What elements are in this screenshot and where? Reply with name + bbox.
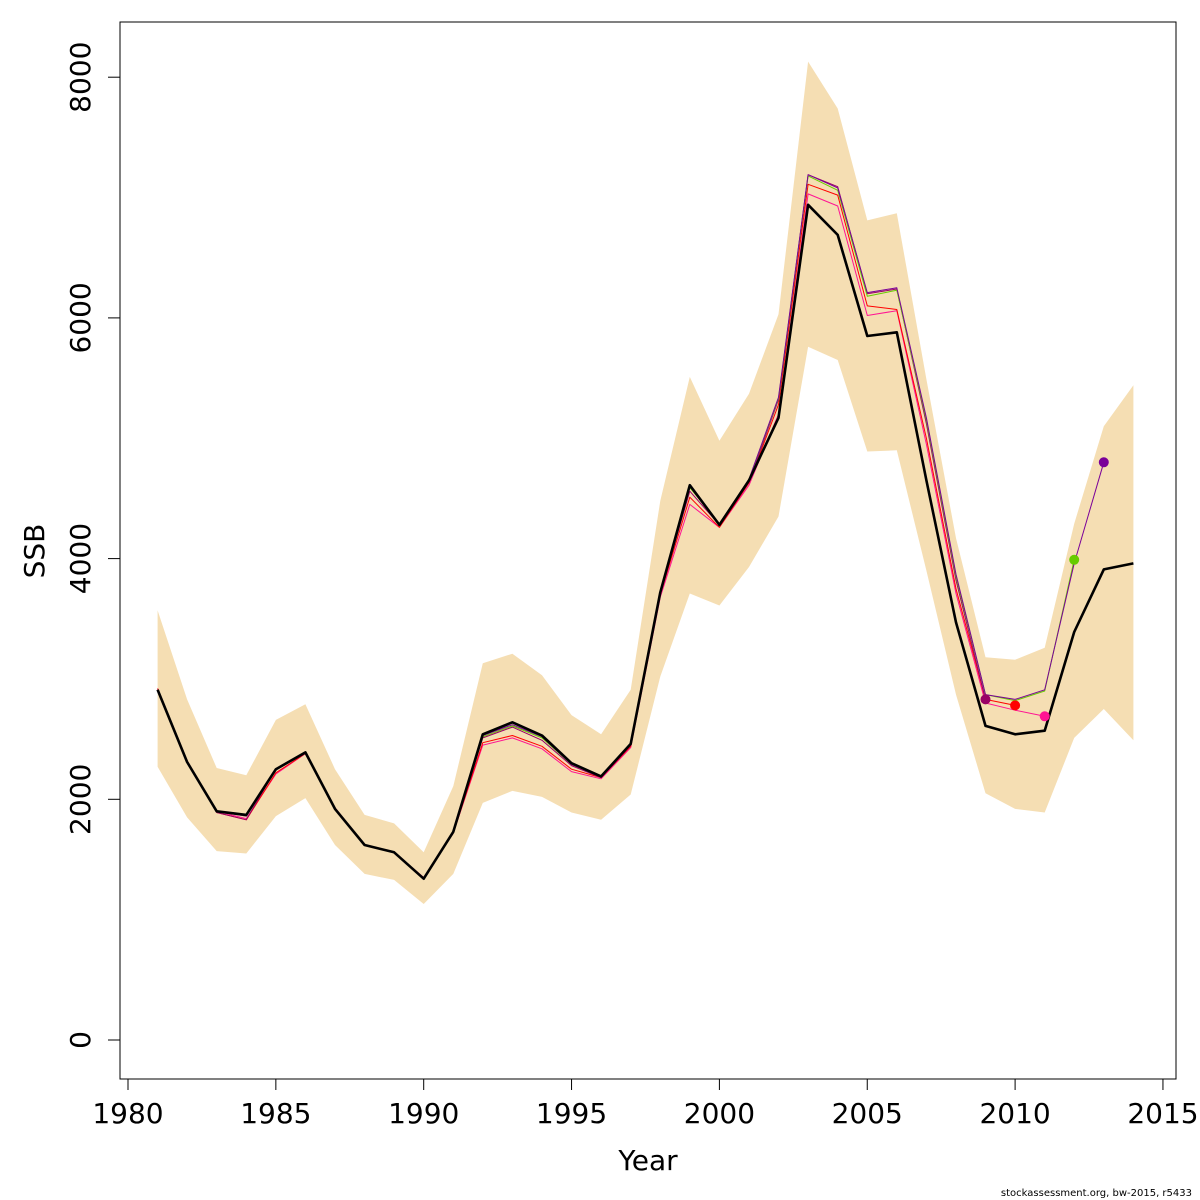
x-axis: 1980 1985 1990 1995 2000 2005 2010 2015 bbox=[92, 1078, 1199, 1130]
x-tick-label: 1980 bbox=[92, 1097, 163, 1130]
y-tick-label: 8000 bbox=[64, 42, 97, 113]
y-axis-title: SSB bbox=[18, 524, 51, 579]
confidence-band bbox=[157, 61, 1134, 905]
x-tick-label: 2010 bbox=[979, 1097, 1050, 1130]
y-tick-label: 2000 bbox=[64, 764, 97, 835]
x-tick-label: 1990 bbox=[388, 1097, 459, 1130]
x-axis-title: Year bbox=[617, 1144, 678, 1177]
x-tick-label: 1985 bbox=[240, 1097, 311, 1130]
endpoint-marker-1 bbox=[980, 694, 991, 705]
series-line-3 bbox=[157, 183, 1016, 880]
x-tick-label: 2015 bbox=[1127, 1097, 1198, 1130]
footnote: stockassessment.org, bw-2015, r5433 bbox=[1001, 1188, 1192, 1199]
series-layer bbox=[156, 174, 1134, 881]
endpoint-marker-3 bbox=[1039, 711, 1050, 722]
y-tick-label: 0 bbox=[64, 1031, 97, 1049]
endpoint-marker-5 bbox=[1098, 457, 1109, 468]
endpoint-marker-4 bbox=[1069, 554, 1080, 565]
y-axis: 0 2000 4000 6000 8000 bbox=[64, 42, 121, 1049]
plot-frame bbox=[119, 21, 1177, 1080]
x-tick-label: 2000 bbox=[684, 1097, 755, 1130]
series-line-1 bbox=[156, 203, 1134, 881]
endpoint-markers bbox=[980, 457, 1109, 722]
x-tick-label: 1995 bbox=[536, 1097, 607, 1130]
x-tick-label: 2005 bbox=[832, 1097, 903, 1130]
endpoint-marker-2 bbox=[1010, 700, 1021, 711]
y-tick-label: 4000 bbox=[64, 523, 97, 594]
y-tick-label: 6000 bbox=[64, 282, 97, 353]
